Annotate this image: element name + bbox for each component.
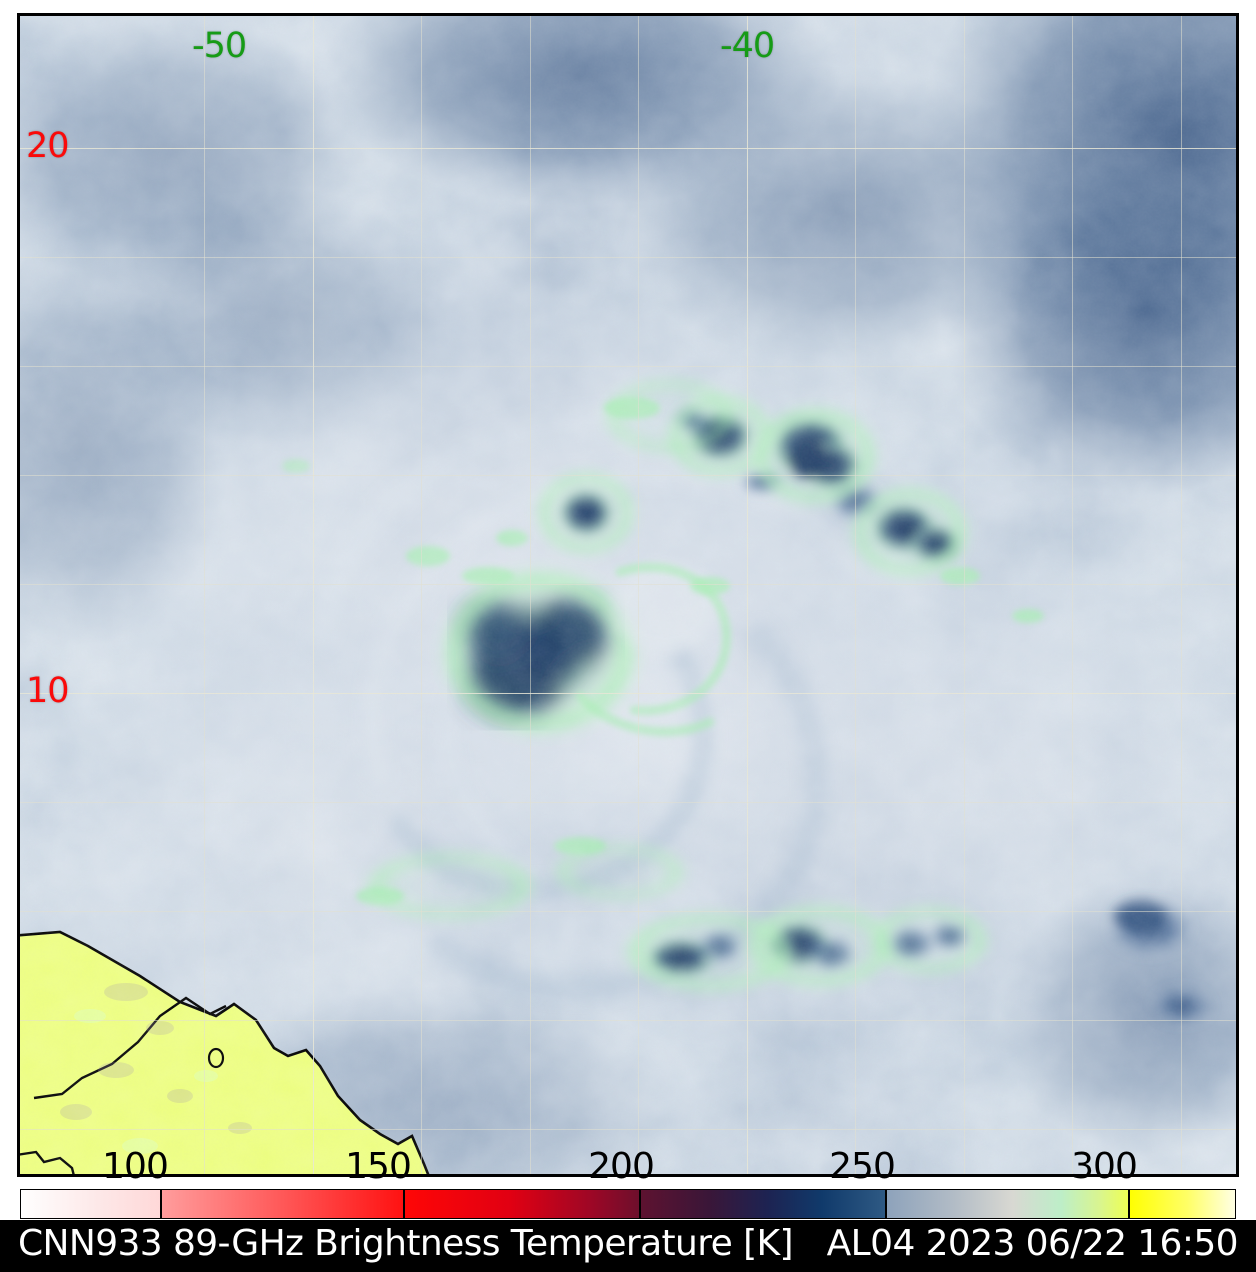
colorbar-divider [160,1190,162,1218]
colorbar-tick-150: 150 [345,1146,412,1187]
colorbar-segment-yellow-white [1129,1190,1235,1218]
brightness-temperature-raster [20,16,1236,1174]
colorbar-divider [639,1190,641,1218]
latitude-label-10n: 10 [26,671,70,711]
colorbar-divider [403,1190,405,1218]
colorbar-segment-red-darkred [404,1190,640,1218]
storm-timestamp: AL04 2023 06/22 16:50 [826,1223,1239,1264]
product-title: CNN933 89-GHz Brightness Temperature [K] [18,1223,794,1264]
colorbar-tick-100: 100 [102,1146,169,1187]
latitude-label-20n: 20 [26,126,70,166]
colorbar-segment-maroon-navy [640,1190,886,1218]
colorbar-segment-white-pink [21,1190,161,1218]
colorbar-tick-200: 200 [588,1146,655,1187]
colorbar-divider [1128,1190,1130,1218]
colorbar-tick-250: 250 [829,1146,896,1187]
colorbar-tick-300: 300 [1071,1146,1138,1187]
colorbar-segment-grey-green-yellow [886,1190,1129,1218]
colorbar-tick-labels: 100 150 200 250 300 [20,1146,1236,1188]
longitude-label-minus50: -50 [192,26,247,66]
colorbar-divider [885,1190,887,1218]
colorbar-segment-pink-red [161,1190,404,1218]
satellite-image-panel: -50 -40 20 10 [20,16,1236,1174]
colorbar[interactable] [20,1189,1236,1219]
colorbar-gradient[interactable] [20,1189,1236,1219]
longitude-label-minus40: -40 [720,26,775,66]
caption-bar: CNN933 89-GHz Brightness Temperature [K]… [0,1220,1256,1272]
